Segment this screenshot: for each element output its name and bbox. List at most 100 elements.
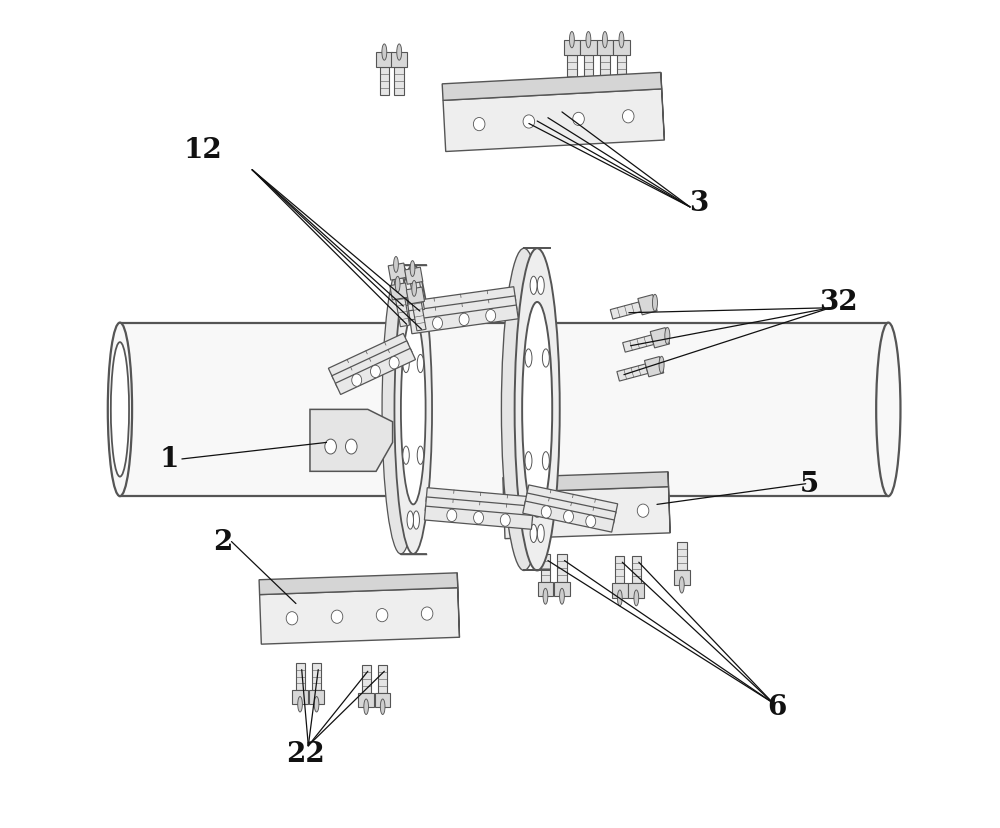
Text: 2: 2 [214,528,233,556]
Ellipse shape [634,590,639,606]
Ellipse shape [542,452,549,470]
Polygon shape [406,287,424,305]
Ellipse shape [473,118,485,132]
Polygon shape [541,554,550,582]
Polygon shape [617,55,626,84]
Polygon shape [292,691,308,705]
Ellipse shape [421,607,433,620]
Polygon shape [405,268,423,285]
Ellipse shape [325,440,336,455]
Polygon shape [120,323,888,497]
Ellipse shape [537,277,544,295]
Ellipse shape [560,589,564,604]
Polygon shape [612,584,628,598]
Polygon shape [358,693,374,707]
Ellipse shape [486,310,496,322]
Ellipse shape [394,258,398,273]
Polygon shape [296,663,305,691]
Ellipse shape [380,699,385,715]
Text: 22: 22 [286,740,325,768]
Polygon shape [376,53,392,68]
Text: 6: 6 [767,694,786,720]
Ellipse shape [433,318,442,330]
Ellipse shape [543,589,548,604]
Ellipse shape [659,357,664,373]
Ellipse shape [537,525,544,543]
Polygon shape [644,357,664,378]
Ellipse shape [401,315,426,505]
Text: 12: 12 [183,137,222,163]
Polygon shape [610,302,641,320]
Ellipse shape [619,32,624,49]
Ellipse shape [637,504,649,518]
Polygon shape [412,302,426,331]
Polygon shape [674,570,690,585]
Polygon shape [378,666,387,693]
Polygon shape [396,298,410,327]
Ellipse shape [407,291,413,308]
Ellipse shape [298,696,302,712]
Ellipse shape [573,113,584,127]
Ellipse shape [370,366,380,378]
Polygon shape [632,556,641,584]
Polygon shape [524,493,616,524]
Polygon shape [628,584,644,598]
Ellipse shape [382,45,387,61]
Ellipse shape [447,509,457,522]
Polygon shape [388,264,406,281]
Ellipse shape [525,452,532,470]
Ellipse shape [108,323,132,497]
Polygon shape [567,55,577,84]
Polygon shape [650,328,670,349]
Ellipse shape [314,696,319,712]
Ellipse shape [522,302,552,518]
Ellipse shape [542,349,549,368]
Ellipse shape [111,343,129,477]
Ellipse shape [602,32,607,49]
Polygon shape [260,588,459,644]
Polygon shape [613,41,630,55]
Ellipse shape [569,32,574,49]
Polygon shape [394,68,404,96]
Ellipse shape [679,577,684,594]
Ellipse shape [403,446,409,465]
Ellipse shape [617,590,622,606]
Ellipse shape [474,512,483,524]
Polygon shape [332,341,412,388]
Polygon shape [443,89,664,152]
Text: 5: 5 [800,470,819,498]
Ellipse shape [586,516,596,528]
Ellipse shape [413,512,419,529]
Ellipse shape [530,277,537,295]
Polygon shape [557,554,567,582]
Ellipse shape [394,266,432,554]
Ellipse shape [665,328,670,344]
Ellipse shape [364,699,368,715]
Polygon shape [335,349,415,395]
Polygon shape [600,55,610,84]
Polygon shape [677,542,687,570]
Polygon shape [564,41,580,55]
Polygon shape [615,556,624,584]
Ellipse shape [515,249,560,570]
Polygon shape [375,693,390,707]
Polygon shape [394,278,408,307]
Text: 3: 3 [689,190,708,217]
Ellipse shape [876,323,900,497]
Polygon shape [617,364,648,382]
Ellipse shape [600,506,611,519]
Polygon shape [584,55,593,84]
Polygon shape [309,691,324,705]
Ellipse shape [417,355,424,373]
Polygon shape [668,472,670,533]
Ellipse shape [397,45,402,61]
Ellipse shape [525,508,536,522]
Ellipse shape [407,512,413,529]
Ellipse shape [412,282,417,297]
Ellipse shape [331,610,343,623]
Polygon shape [457,573,459,638]
Text: 32: 32 [819,289,858,316]
Ellipse shape [410,262,415,277]
Polygon shape [597,41,613,55]
Ellipse shape [500,514,510,527]
